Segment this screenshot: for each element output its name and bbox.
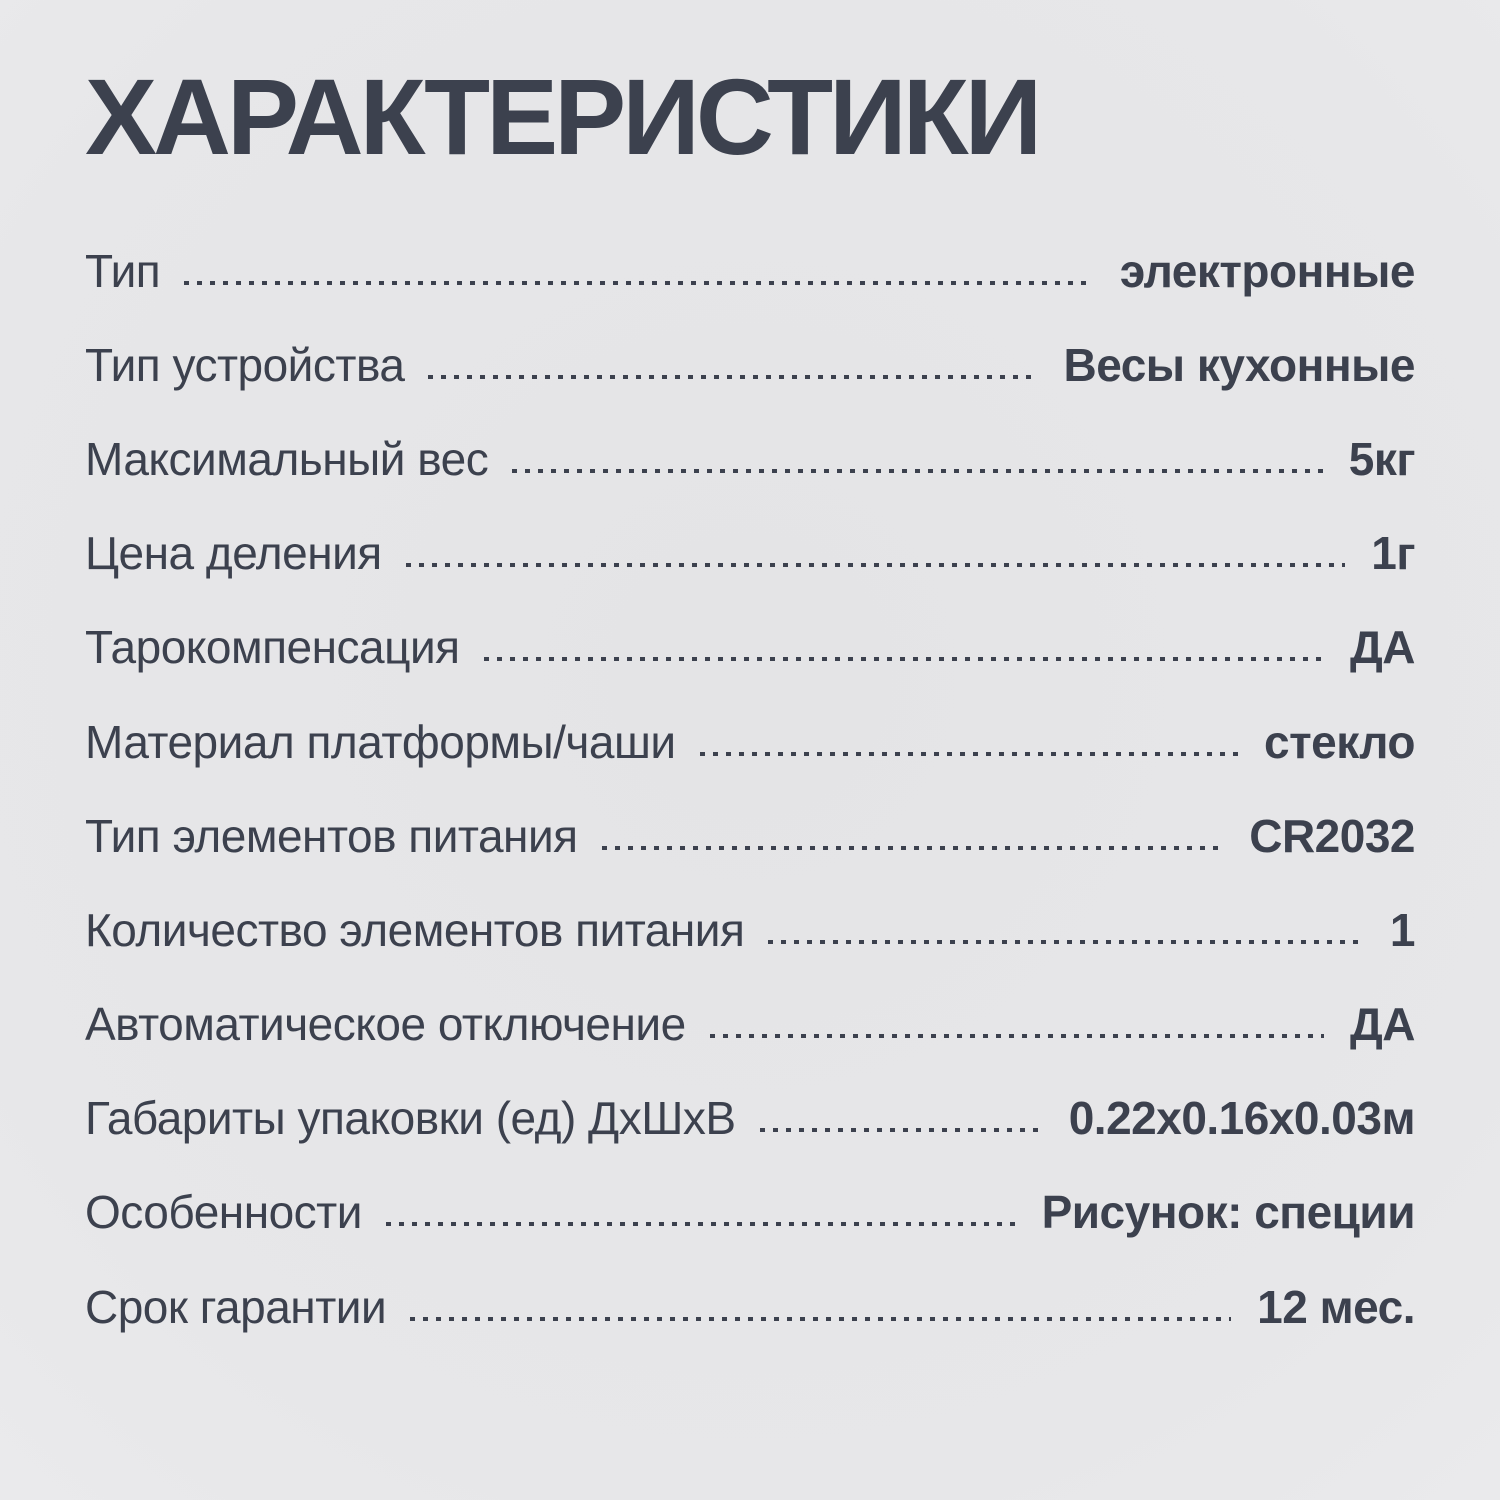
spec-list: Тип электронные Тип устройства Весы кухо… [85, 244, 1416, 1335]
spec-value: ДА [1350, 998, 1416, 1051]
spec-row-type: Тип электронные [85, 244, 1416, 299]
dotted-leader [601, 845, 1224, 850]
spec-label: Тип элементов питания [85, 809, 578, 862]
spec-label: Максимальный вес [85, 432, 489, 485]
spec-row-battery-count: Количество элементов питания 1 [85, 903, 1416, 958]
spec-label: Количество элементов питания [85, 903, 745, 956]
spec-value: 1г [1371, 527, 1415, 580]
dotted-leader [184, 280, 1094, 285]
spec-value: Весы кухонные [1063, 338, 1416, 391]
spec-value: электронные [1119, 244, 1416, 297]
spec-value: 0.22х0.16х0.03м [1068, 1092, 1416, 1145]
spec-value: CR2032 [1249, 809, 1415, 862]
spec-row-max-weight: Максимальный вес 5кг [85, 432, 1416, 487]
dotted-leader [768, 939, 1364, 944]
spec-label: Особенности [85, 1186, 362, 1239]
page-title: ХАРАКТЕРИСТИКИ [85, 56, 1042, 177]
spec-label: Тип [85, 244, 161, 297]
spec-row-device-type: Тип устройства Весы кухонные [85, 338, 1416, 393]
dotted-leader [759, 1128, 1043, 1133]
spec-label: Тип устройства [85, 338, 405, 391]
dotted-leader [405, 563, 1346, 568]
dotted-leader [385, 1222, 1016, 1227]
dotted-leader [483, 657, 1324, 662]
spec-row-package-dimensions: Габариты упаковки (ед) ДхШхВ 0.22х0.16х0… [85, 1091, 1416, 1146]
spec-row-auto-off: Автоматическое отключение ДА [85, 997, 1416, 1052]
spec-row-platform-material: Материал платформы/чаши стекло [85, 715, 1416, 770]
spec-row-warranty: Срок гарантии 12 мес. [85, 1280, 1415, 1335]
spec-label: Габариты упаковки (ед) ДхШхВ [85, 1092, 736, 1145]
spec-value: 1 [1389, 903, 1416, 956]
spec-value: стекло [1264, 715, 1416, 768]
spec-row-features: Особенности Рисунок: специи [85, 1185, 1416, 1240]
spec-row-tare: Тарокомпенсация ДА [85, 620, 1416, 675]
dotted-leader [699, 751, 1238, 756]
spec-label: Цена деления [85, 527, 382, 580]
spec-row-graduation: Цена деления 1г [85, 526, 1415, 581]
spec-value: ДА [1350, 621, 1416, 674]
spec-label: Материал платформы/чаши [85, 715, 676, 768]
spec-label: Срок гарантии [85, 1280, 387, 1333]
spec-row-battery-type: Тип элементов питания CR2032 [85, 809, 1415, 864]
spec-value: 5кг [1348, 432, 1416, 485]
spec-value: Рисунок: специи [1041, 1186, 1416, 1239]
dotted-leader [410, 1316, 1232, 1321]
dotted-leader [428, 374, 1038, 379]
dotted-leader [709, 1034, 1324, 1039]
spec-value: 12 мес. [1257, 1280, 1415, 1333]
spec-label: Тарокомпенсация [85, 621, 460, 674]
spec-label: Автоматическое отключение [85, 998, 686, 1051]
dotted-leader [512, 468, 1323, 473]
